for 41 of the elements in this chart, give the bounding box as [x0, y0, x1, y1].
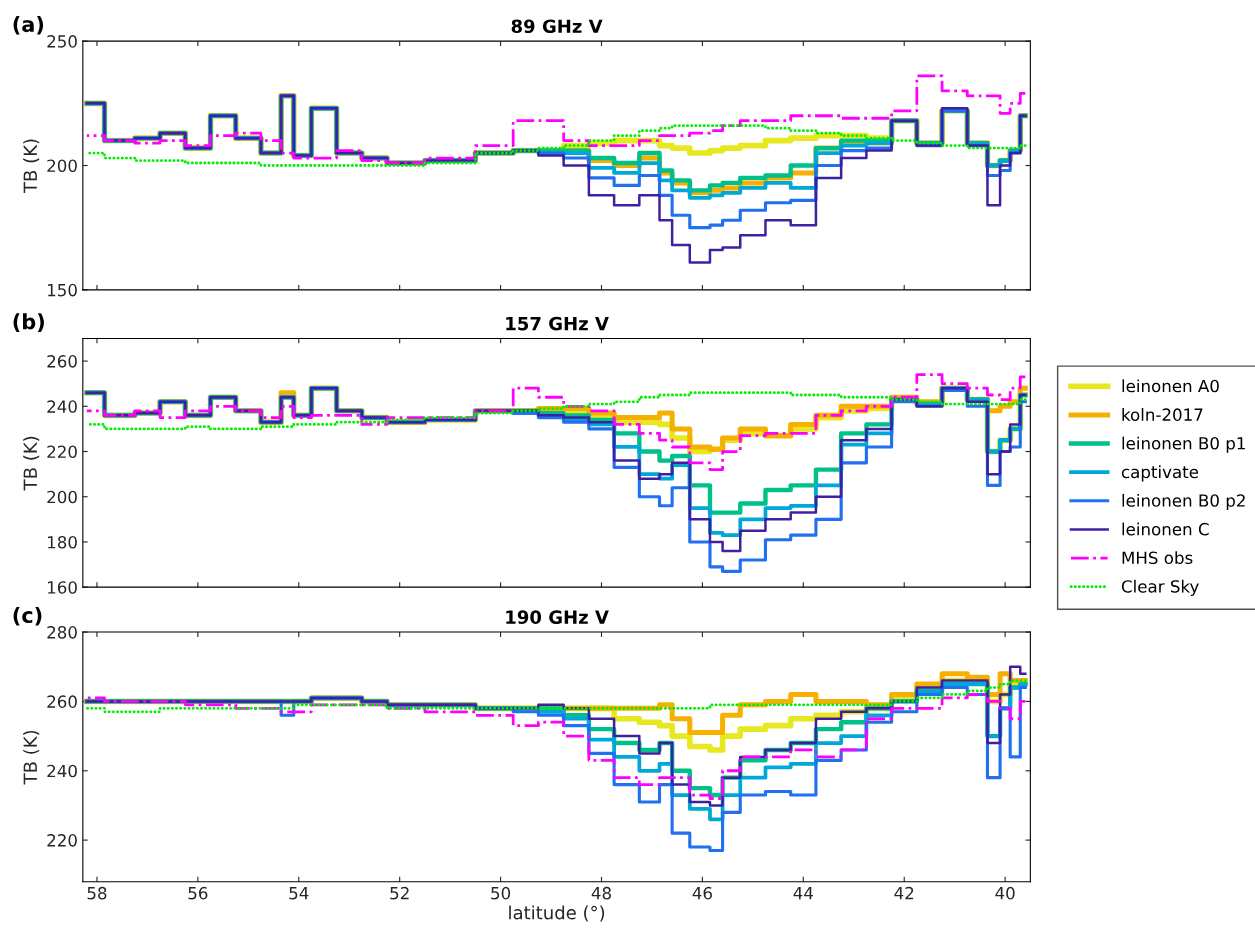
y-tick-label: 220 [47, 445, 77, 459]
y-tick-label: 240 [47, 764, 77, 778]
y-tick-label: 240 [47, 400, 77, 413]
legend-label: Clear Sky [1121, 579, 1199, 596]
chart-title: 157 GHz V [506, 316, 609, 331]
legend-label: MHS obs [1122, 551, 1193, 565]
y-axis-title: TB (K) [23, 730, 40, 785]
y-tick-label: 150 [47, 283, 77, 297]
y-axis-title: TB (K) [23, 139, 40, 194]
legend-label: leinonen A0 [1122, 379, 1219, 393]
y-tick-label: 280 [47, 626, 77, 639]
x-tick-label: 48 [591, 886, 611, 900]
text: (a) [13, 16, 44, 35]
x-tick-label: 50 [491, 886, 511, 900]
text: (b) [13, 313, 44, 332]
x-tick-label: 54 [289, 887, 309, 900]
legend-label: leinonen B0 p1 [1122, 436, 1245, 453]
legend-label: leinonen C [1122, 522, 1209, 536]
x-tick-label: 42 [894, 886, 914, 900]
y-tick-label: 260 [47, 355, 77, 368]
y-tick-label: 220 [47, 834, 77, 847]
legend-label: leinonen B0 p2 [1122, 493, 1245, 511]
x-tick-label: 58 [87, 886, 107, 900]
y-tick-label: 200 [47, 490, 77, 504]
chart-title: 89 GHz V [511, 19, 603, 34]
x-tick-label: 52 [390, 886, 409, 900]
y-tick-label: 160 [47, 581, 77, 594]
chart-title: 190 GHz V [506, 610, 609, 624]
x-tick-label: 44 [793, 887, 813, 900]
x-tick-label: 46 [692, 886, 712, 900]
y-tick-label: 180 [47, 535, 77, 549]
y-axis-title: TB (K) [23, 436, 40, 491]
y-tick-label: 260 [47, 695, 77, 708]
text: (c) [13, 606, 42, 626]
legend-label: captivate [1121, 465, 1199, 482]
y-tick-label: 200 [47, 159, 77, 173]
x-tick-label: 40 [995, 886, 1015, 900]
x-axis-title: latitude (°) [509, 905, 605, 922]
x-tick-label: 56 [188, 886, 208, 900]
y-tick-label: 250 [47, 35, 77, 48]
legend-label: koln-2017 [1122, 408, 1203, 421]
